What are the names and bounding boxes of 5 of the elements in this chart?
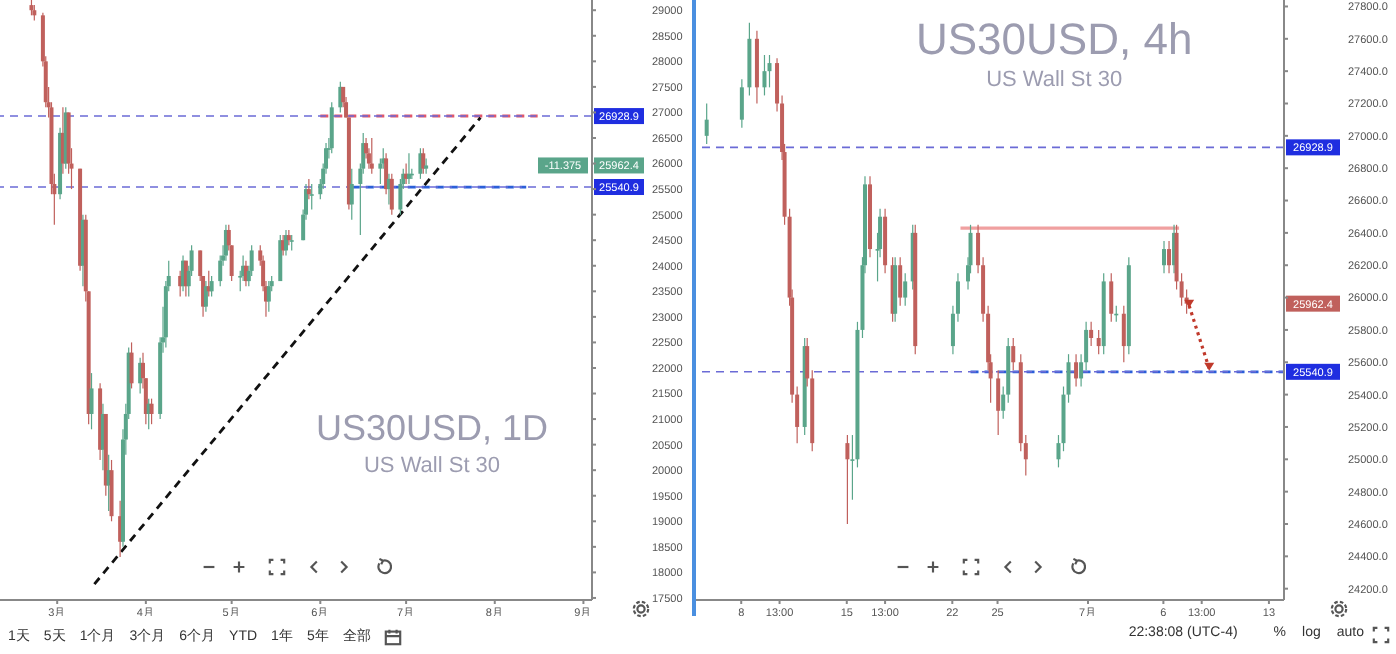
chart-title: US30USD, 4h [916, 14, 1193, 65]
candlestick [424, 157, 429, 175]
text: US30USD, 1D [316, 408, 549, 450]
text: US Wall St 30 [984, 68, 1125, 95]
text: US Wall St 30 [361, 453, 503, 480]
